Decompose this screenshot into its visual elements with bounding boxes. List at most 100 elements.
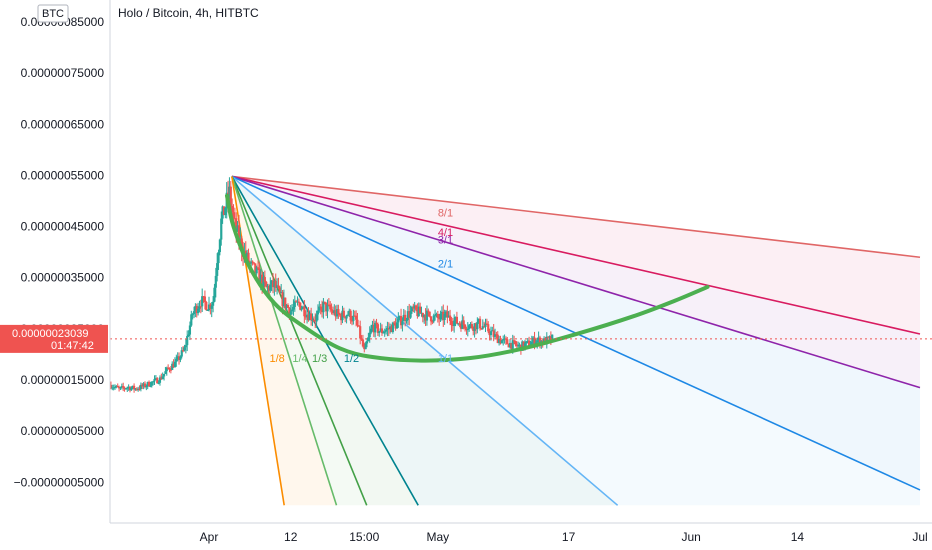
candle	[150, 381, 153, 388]
y-tick-label: 0.00000005000	[21, 424, 105, 438]
candle	[481, 319, 484, 330]
candle	[201, 288, 204, 312]
candle	[352, 309, 355, 325]
candle	[459, 321, 463, 332]
candle	[492, 324, 495, 342]
candle	[168, 367, 171, 373]
candle	[374, 320, 377, 338]
candle	[256, 260, 260, 271]
candle	[364, 341, 367, 350]
candle	[300, 305, 303, 312]
candle	[498, 335, 501, 346]
candle	[369, 324, 373, 335]
candle	[530, 335, 533, 345]
fan-line-1-1[interactable]	[231, 175, 619, 506]
candle	[109, 381, 113, 390]
candle	[453, 314, 456, 333]
fan-label-1-2: 1/2	[344, 353, 359, 365]
candle	[532, 335, 535, 346]
candle	[179, 355, 182, 363]
candle	[444, 310, 448, 318]
candle	[394, 318, 397, 331]
candle	[507, 343, 510, 348]
candle	[120, 383, 123, 390]
time-axis[interactable]: Apr 12 15:00 May 17 Jun 14 Jul	[110, 522, 932, 544]
candle	[472, 326, 475, 336]
candle	[183, 344, 186, 352]
candle	[197, 302, 200, 316]
candle	[424, 308, 427, 327]
candle	[112, 384, 115, 391]
candle	[310, 307, 313, 326]
candle	[251, 260, 254, 266]
y-tick-label: 0.00000015000	[21, 373, 105, 387]
candle	[143, 381, 147, 389]
candle	[187, 330, 190, 337]
candle	[122, 382, 125, 392]
candle	[346, 311, 350, 317]
chart-title: Holo / Bitcoin, 4h, HITBTC	[118, 6, 259, 20]
candle	[447, 310, 450, 318]
candle	[368, 326, 371, 343]
candle	[130, 386, 133, 391]
fan-line-3-1[interactable]	[231, 175, 921, 389]
candle	[218, 238, 221, 256]
candle	[116, 383, 119, 388]
candle	[142, 382, 145, 390]
candle	[327, 298, 330, 307]
fan-label-3-1: 3/1	[438, 234, 453, 246]
candle	[220, 211, 223, 246]
y-tick-label: 0.00000055000	[21, 168, 105, 182]
fan-label-1-3: 1/3	[312, 353, 327, 365]
gann-fan[interactable]	[231, 175, 921, 506]
candle	[322, 298, 325, 319]
price-axis[interactable]: 0.000000850000.000000750000.000000650000…	[14, 0, 111, 523]
candle	[451, 317, 454, 331]
y-tick-label: 0.00000035000	[21, 271, 105, 285]
candle	[488, 328, 491, 341]
candle	[349, 309, 352, 324]
candle	[199, 299, 202, 314]
y-tick-label: 0.00000075000	[21, 66, 105, 80]
candle	[386, 321, 389, 337]
candle	[297, 298, 300, 307]
candle	[508, 338, 512, 349]
candle	[295, 299, 298, 303]
candle	[205, 300, 208, 311]
candle	[399, 308, 403, 329]
candle	[342, 307, 345, 318]
candle	[454, 316, 457, 327]
candle	[276, 278, 279, 295]
candle	[431, 319, 434, 325]
candle	[209, 302, 212, 315]
fan-label-8-1: 8/1	[438, 207, 453, 219]
candle	[410, 305, 414, 314]
candle	[154, 375, 157, 381]
candle	[500, 339, 503, 344]
candle	[380, 324, 384, 336]
candle	[495, 331, 498, 339]
currency-badge[interactable]: BTC	[37, 4, 69, 23]
fan-labels: 8/1 4/13/1 2/1 1/1 1/2 1/3 1/4 1/8	[269, 207, 453, 365]
fan-line-1-3[interactable]	[231, 176, 368, 506]
candle	[173, 357, 177, 368]
fan-line-1-4[interactable]	[231, 176, 338, 506]
fan-line-8-1[interactable]	[231, 175, 921, 259]
candle	[147, 380, 151, 387]
candle	[438, 313, 441, 326]
candle	[161, 372, 164, 380]
fan-line-4-1[interactable]	[231, 175, 921, 335]
candle	[448, 309, 452, 326]
rounded-bottom-curve[interactable]	[224, 193, 710, 363]
candle	[203, 290, 207, 310]
candle	[137, 386, 140, 392]
candle	[350, 315, 354, 326]
candle	[124, 387, 128, 390]
candle	[177, 352, 181, 365]
candle	[397, 312, 400, 328]
candle	[402, 308, 405, 322]
candle	[157, 380, 160, 385]
x-tick-label: 17	[562, 530, 576, 544]
candle	[361, 334, 365, 348]
